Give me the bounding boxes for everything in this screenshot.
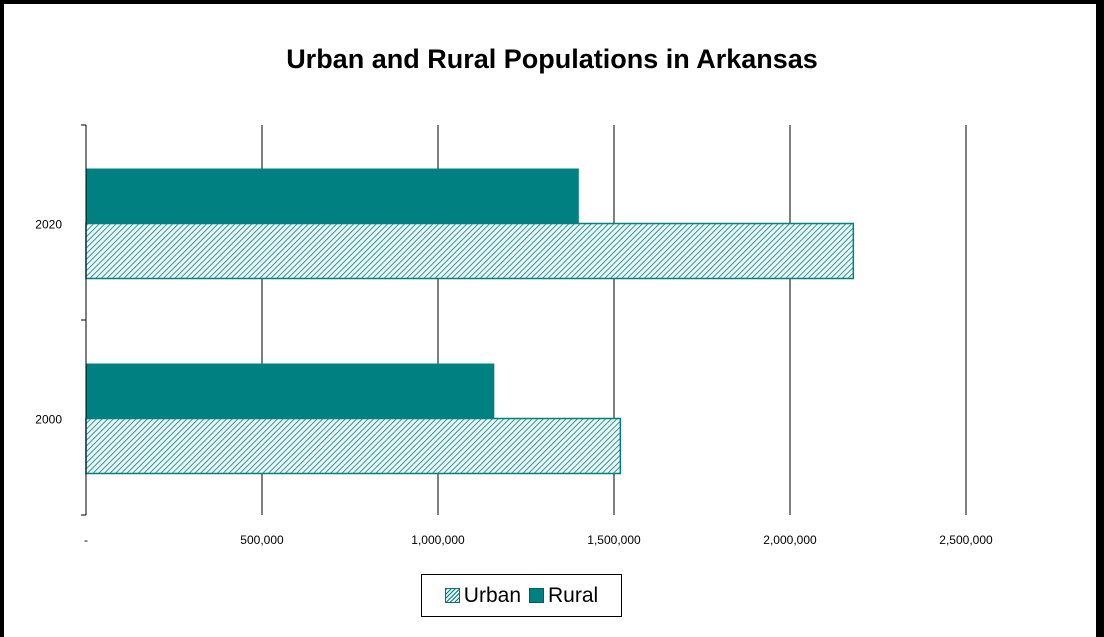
legend-swatch-urban: [444, 588, 460, 603]
y-tick-label-2020: 2020: [35, 218, 62, 232]
bar-urban-2000: [85, 417, 622, 475]
x-tick-label-1: 500,000: [240, 533, 284, 547]
bar-rural-2020: [86, 168, 579, 224]
legend-item-urban: Urban: [444, 583, 521, 608]
legend-item-rural: Rural: [529, 584, 598, 608]
legend-label-urban: Urban: [463, 583, 521, 607]
x-tick-label-0: -: [84, 533, 88, 547]
bar-rural-2000: [86, 363, 495, 419]
y-tick-label-2000: 2000: [35, 413, 62, 427]
legend-label-rural: Rural: [548, 583, 599, 607]
x-tick-label-3: 1,500,000: [587, 533, 641, 547]
legend-swatch-rural: [529, 588, 544, 603]
chart-title: Urban and Rural Populations in Arkansas: [286, 44, 818, 74]
chart-legend: Urban Rural: [421, 574, 622, 617]
bar-urban-2020: [85, 222, 855, 280]
x-tick-label-2: 1,000,000: [411, 533, 465, 547]
x-tick-label-5: 2,500,000: [939, 533, 993, 547]
x-tick-label-4: 2,000,000: [763, 533, 817, 547]
